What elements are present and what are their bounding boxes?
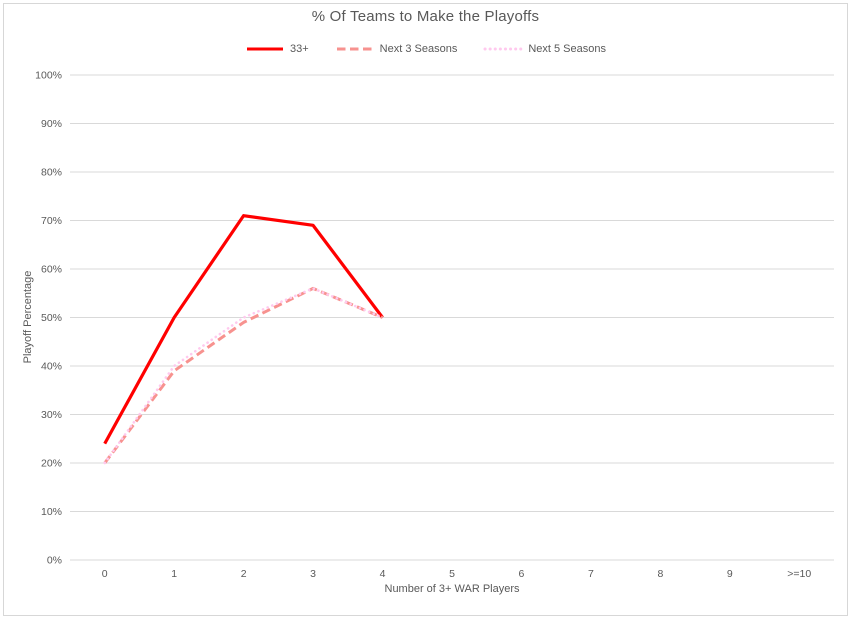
legend-label: Next 5 Seasons — [528, 43, 606, 55]
y-tick-label: 40% — [41, 361, 62, 373]
y-tick-label: 10% — [41, 506, 62, 518]
x-tick-label: 3 — [310, 568, 316, 580]
x-tick-label: 6 — [519, 568, 525, 580]
chart-title: % Of Teams to Make the Playoffs — [311, 8, 540, 25]
y-tick-label: 60% — [41, 264, 62, 276]
y-tick-label: 70% — [41, 215, 62, 227]
x-tick-label: 0 — [102, 568, 108, 580]
y-tick-label: 80% — [41, 167, 62, 179]
legend-label: 33+ — [290, 43, 309, 55]
y-tick-label: 100% — [35, 70, 62, 82]
x-axis-title: Number of 3+ WAR Players — [384, 583, 520, 595]
y-tick-label: 20% — [41, 458, 62, 470]
x-tick-label: >=10 — [787, 568, 811, 580]
series-line-33- — [103, 214, 384, 445]
y-tick-label: 30% — [41, 409, 62, 421]
legend-item-next-5-seasons: Next 5 Seasons — [483, 43, 606, 55]
y-tick-label: 90% — [41, 118, 62, 130]
legend-swatch-dashed-line-icon — [336, 47, 373, 51]
x-tick-label: 2 — [241, 568, 247, 580]
y-tick-label: 0% — [47, 555, 62, 567]
x-tick-label: 8 — [657, 568, 663, 580]
legend-item-33-: 33+ — [245, 43, 309, 55]
series-line-next-5-seasons — [103, 287, 384, 465]
series-line-next-3-seasons — [103, 286, 384, 464]
y-tick-label: 50% — [41, 312, 62, 324]
chart-legend: 33+ Next 3 Seasons Next 5 Seasons — [0, 43, 851, 55]
legend-swatch-dotted-line-icon — [483, 47, 523, 51]
x-tick-label: 9 — [727, 568, 733, 580]
x-tick-label: 5 — [449, 568, 455, 580]
legend-label: Next 3 Seasons — [379, 43, 458, 55]
x-tick-label: 4 — [380, 568, 386, 580]
legend-item-next-3-seasons: Next 3 Seasons — [335, 43, 458, 55]
x-tick-label: 1 — [171, 568, 177, 580]
x-tick-label: 7 — [588, 568, 594, 580]
legend-swatch-solid-line-icon — [247, 47, 283, 51]
y-axis-title: Playoff Percentage — [22, 270, 34, 364]
